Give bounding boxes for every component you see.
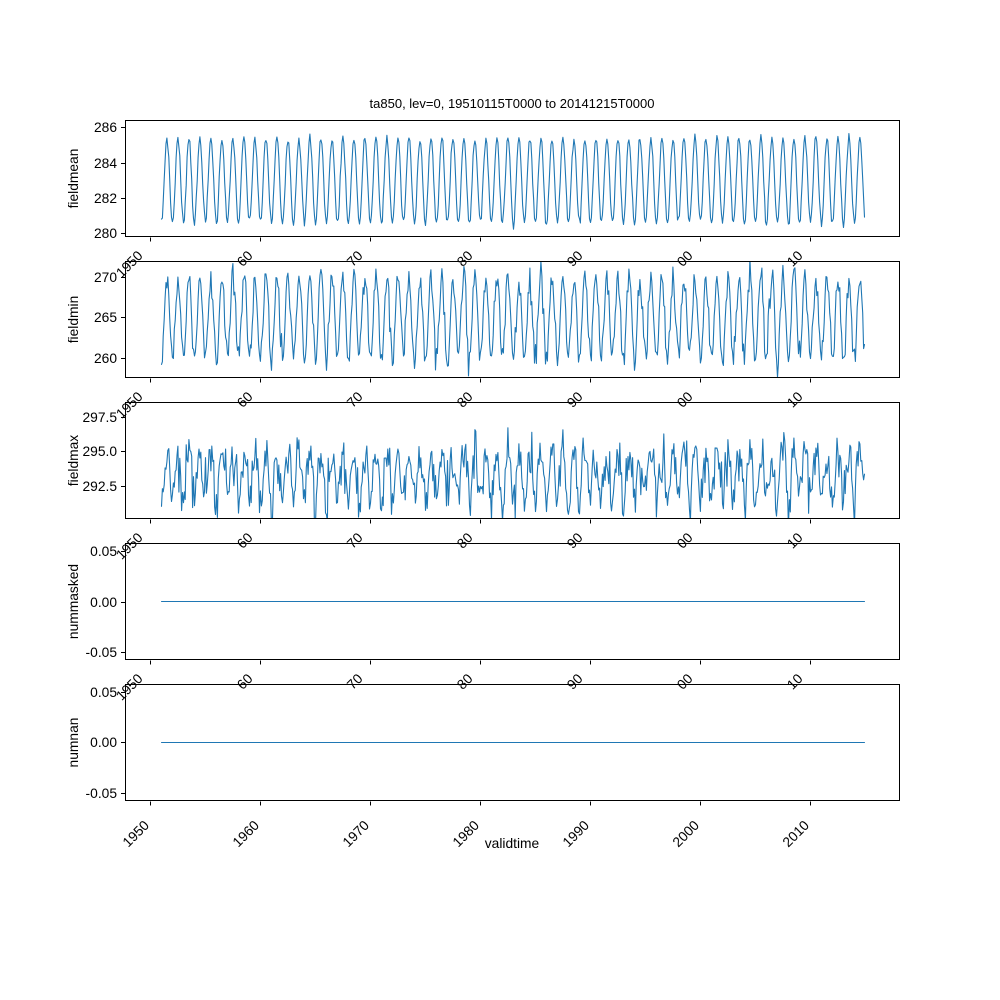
- svg-text:265: 265: [94, 310, 117, 325]
- svg-text:282: 282: [94, 191, 117, 206]
- svg-text:280: 280: [94, 226, 117, 241]
- svg-text:292.5: 292.5: [82, 479, 117, 494]
- svg-text:286: 286: [94, 120, 117, 135]
- svg-text:270: 270: [94, 270, 117, 285]
- svg-text:297.5: 297.5: [82, 410, 117, 425]
- svg-text:numnan: numnan: [66, 718, 81, 768]
- svg-text:0.00: 0.00: [90, 595, 117, 610]
- svg-text:validtime: validtime: [485, 836, 540, 851]
- svg-text:-0.05: -0.05: [86, 786, 118, 801]
- svg-text:284: 284: [94, 156, 117, 171]
- svg-text:295.0: 295.0: [82, 444, 117, 459]
- svg-text:260: 260: [94, 351, 117, 366]
- svg-text:0.00: 0.00: [90, 735, 117, 750]
- svg-text:ta850, lev=0, 19510115T0000 to: ta850, lev=0, 19510115T0000 to 20141215T…: [370, 96, 655, 111]
- svg-text:fieldmean: fieldmean: [66, 149, 81, 209]
- svg-text:-0.05: -0.05: [86, 645, 118, 660]
- svg-text:fieldmin: fieldmin: [66, 296, 81, 344]
- svg-text:fieldmax: fieldmax: [66, 435, 81, 486]
- svg-text:nummasked: nummasked: [66, 564, 81, 639]
